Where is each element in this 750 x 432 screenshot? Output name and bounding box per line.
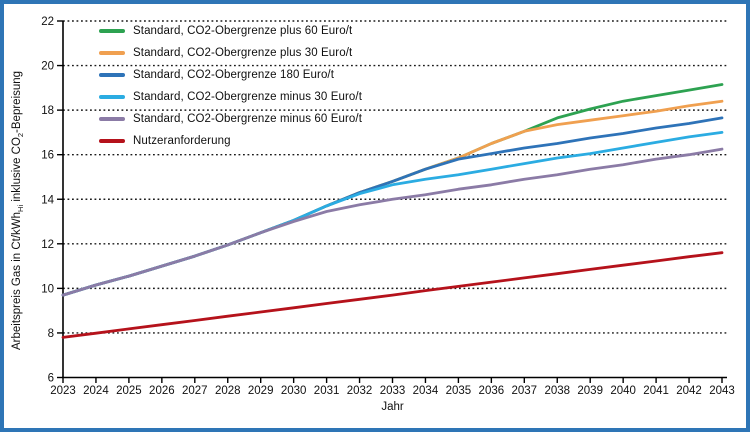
legend-swatch-line-nutzeranforderung: [99, 139, 125, 143]
y-tick-label: 22: [41, 16, 54, 28]
y-tick-label: 8: [48, 328, 54, 340]
legend-label: Nutzeranforderung: [133, 135, 231, 147]
x-tick-label: 2027: [182, 385, 208, 397]
legend-swatch-line-cap-180: [99, 73, 125, 77]
legend-item-cap-180: Standard, CO2-Obergrenze 180 Euro/t: [99, 64, 362, 86]
y-axis-title-text-mid: inklusive CO: [11, 137, 23, 205]
x-tick-label: 2034: [413, 385, 439, 397]
series-line-minus-60: [61, 147, 724, 297]
legend-label: Standard, CO2-Obergrenze minus 30 Euro/t: [133, 91, 363, 103]
x-tick-label: 2026: [149, 385, 175, 397]
series-line-minus-30: [61, 130, 724, 297]
legend-label: Standard, CO2-Obergrenze plus 30 Euro/t: [133, 47, 353, 59]
y-axis-title-subscript-hi: Hi: [16, 204, 25, 212]
legend-swatch-line-plus-60: [99, 29, 125, 33]
x-tick-label: 2040: [610, 385, 636, 397]
y-tick-label: 16: [41, 150, 54, 162]
x-tick-label: 2043: [709, 385, 735, 397]
legend-item-plus-60: Standard, CO2-Obergrenze plus 60 Euro/t: [99, 20, 362, 42]
legend-label: Standard, CO2-Obergrenze minus 60 Euro/t: [133, 113, 363, 125]
legend: Standard, CO2-Obergrenze plus 60 Euro/t S…: [99, 20, 362, 152]
y-tick-label: 10: [41, 283, 54, 295]
legend-swatch-line-minus-30: [99, 95, 125, 99]
x-tick-label: 2042: [676, 385, 702, 397]
x-tick-label: 2037: [512, 385, 538, 397]
y-axis-title-subscript-2: 2: [16, 132, 25, 138]
y-axis-title: Arbeitspreis Gas in Ct/kWhHi inklusive C…: [11, 70, 25, 350]
x-tick-label: 2023: [50, 385, 76, 397]
y-tick-label: 12: [41, 239, 54, 251]
y-tick-label: 14: [41, 194, 54, 206]
legend-label: Standard, CO2-Obergrenze 180 Euro/t: [133, 69, 335, 81]
legend-item-nutzeranforderung: Nutzeranforderung: [99, 130, 362, 152]
x-tick-label: 2030: [281, 385, 307, 397]
x-tick-label: 2033: [380, 385, 406, 397]
x-tick-label: 2039: [577, 385, 603, 397]
x-tick-label: 2029: [248, 385, 274, 397]
legend-item-minus-60: Standard, CO2-Obergrenze minus 60 Euro/t: [99, 108, 362, 130]
series-line-nutzeranforderung: [61, 251, 724, 339]
x-tick-label: 2028: [215, 385, 241, 397]
y-tick-label: 18: [41, 105, 54, 117]
x-tick-label: 2024: [83, 385, 109, 397]
legend-swatch-line-plus-30: [99, 51, 125, 55]
y-axis-title-text-suffix: -Bepreisung: [11, 70, 23, 133]
y-axis-title-text: Arbeitspreis Gas in Ct/kWh: [11, 211, 23, 350]
x-tick-label: 2038: [544, 385, 570, 397]
x-tick-label: 2035: [446, 385, 472, 397]
x-tick-label: 2032: [347, 385, 373, 397]
x-tick-label: 2025: [116, 385, 142, 397]
y-tick-label: 20: [41, 61, 54, 73]
legend-swatch-line-minus-60: [99, 117, 125, 121]
x-tick-label: 2036: [479, 385, 505, 397]
legend-item-plus-30: Standard, CO2-Obergrenze plus 30 Euro/t: [99, 42, 362, 64]
legend-item-minus-30: Standard, CO2-Obergrenze minus 30 Euro/t: [99, 86, 362, 108]
x-tick-label: 2041: [643, 385, 669, 397]
x-axis-title: Jahr: [381, 401, 404, 413]
y-tick-label: 6: [48, 373, 54, 385]
legend-label: Standard, CO2-Obergrenze plus 60 Euro/t: [133, 25, 353, 37]
x-tick-label: 2031: [314, 385, 340, 397]
